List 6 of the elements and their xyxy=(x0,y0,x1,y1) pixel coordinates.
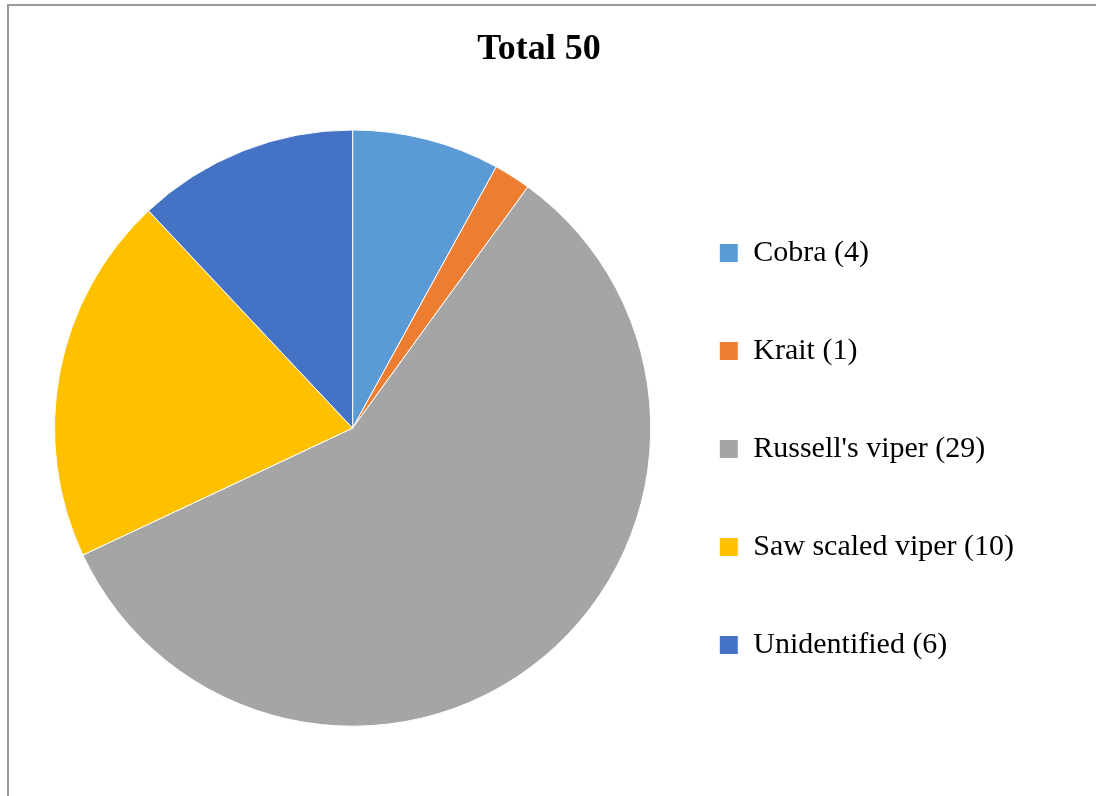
legend-label: Saw scaled viper (10) xyxy=(753,527,1015,562)
legend-label: Russell's viper (29) xyxy=(753,429,986,464)
legend-label: Cobra (4) xyxy=(753,233,870,268)
legend-label: Krait (1) xyxy=(753,331,858,366)
legend-label: Unidentified (6) xyxy=(753,625,948,660)
chart-title: Total 50 xyxy=(477,26,601,67)
